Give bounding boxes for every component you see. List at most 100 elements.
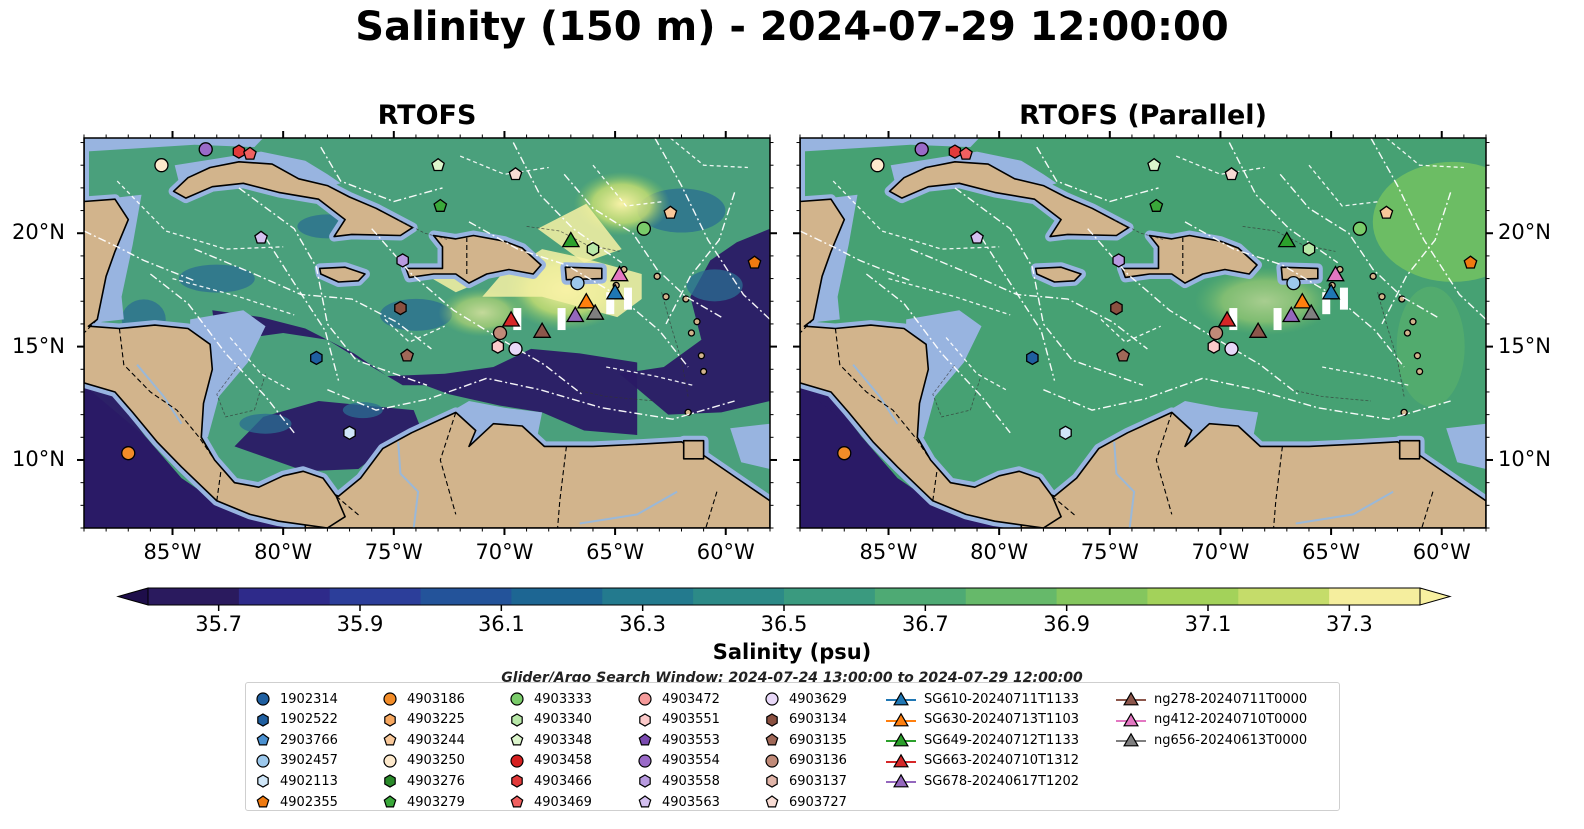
legend-item: SG678-20240617T1202 (886, 771, 1079, 791)
legend-marker-icon (383, 754, 397, 768)
glider-marker (576, 292, 596, 309)
legend-marker-icon (886, 732, 916, 747)
eez-boundaries (800, 138, 1486, 434)
legend-marker-icon (639, 712, 651, 727)
glider-marker (1326, 265, 1345, 282)
pacific-ocean (84, 385, 306, 528)
legend-item: 4903558 (636, 771, 720, 791)
float-marker (1302, 241, 1316, 257)
legend-label: 4903333 (534, 691, 592, 707)
legend-label: 4903553 (662, 732, 720, 748)
float-marker (1026, 350, 1039, 366)
legend-item: 4903551 (636, 710, 720, 730)
glider-marker (532, 321, 552, 338)
longitude-tick-label: 75°W (364, 540, 423, 564)
legend-item: 4903458 (508, 751, 592, 771)
legend-label: 4902113 (280, 773, 338, 789)
legend-marker-icon (766, 712, 778, 727)
argo-floats (121, 142, 762, 461)
colorbar-segment (1056, 588, 1148, 605)
colorbar-segment (420, 588, 512, 605)
legend-label: 4902355 (280, 794, 338, 810)
legend-item: 4903250 (381, 751, 465, 771)
colorbar-segment (965, 588, 1058, 605)
glider-marker (1301, 303, 1321, 320)
legend-marker-icon (638, 733, 652, 746)
float-marker (310, 350, 323, 366)
colorbar-extend-low (116, 587, 149, 606)
legend-marker-icon (511, 712, 523, 727)
longitude-tick-label: 85°W (859, 540, 918, 564)
float-marker (1110, 300, 1123, 316)
legend-item: 4903563 (636, 792, 720, 812)
legend-label: SG663-20240710T1312 (924, 753, 1080, 769)
legend-label: 4903348 (534, 732, 592, 748)
latitude-tick-label: 20°N (1498, 220, 1551, 245)
float-marker (870, 158, 885, 173)
legend-item: 4903466 (508, 771, 592, 791)
legend-item: 1902522 (254, 710, 338, 730)
legend-label: 4903279 (407, 794, 465, 810)
colorbar-segment (602, 588, 694, 605)
legend-label: 3902457 (280, 753, 338, 769)
legend-label: 4903466 (534, 773, 592, 789)
legend-item: 2903766 (254, 730, 338, 750)
legend-item: 4903244 (381, 730, 465, 750)
longitude-tick-label: 80°W (254, 540, 313, 564)
depth-contours (216, 219, 689, 418)
map-frame (83, 137, 771, 529)
legend-item: 6903135 (763, 730, 847, 750)
legend-item: 4903469 (508, 792, 592, 812)
legend-label: 4903558 (662, 773, 720, 789)
float-marker (570, 275, 585, 291)
colorbar-tick-label: 37.1 (1184, 612, 1232, 636)
legend-item: SG610-20240711T1133 (886, 689, 1079, 709)
legend-item: ng412-20240710T0000 (1116, 710, 1307, 730)
float-marker (1112, 253, 1125, 268)
latitude-tick-label: 15°N (12, 333, 65, 358)
legend-item: 4903225 (381, 710, 465, 730)
legend-item: 4902355 (254, 792, 338, 812)
legend-label: 6903727 (789, 794, 847, 810)
legend-marker-icon (638, 795, 652, 808)
legend-marker-icon (886, 712, 916, 726)
glider-marker (501, 310, 521, 327)
legend-marker-icon (256, 733, 270, 746)
legend-item: 4903554 (636, 751, 720, 771)
legend-item: 6903727 (763, 792, 847, 812)
legend-label: 4903563 (662, 794, 720, 810)
float-marker (837, 446, 852, 461)
colorbar (116, 587, 1452, 611)
legend-label: 4903244 (407, 732, 465, 748)
float-marker (491, 339, 505, 354)
legend-marker-icon (510, 795, 524, 808)
float-marker (492, 325, 508, 341)
float-marker (243, 146, 257, 160)
float-marker (959, 146, 973, 160)
colorbar-tick-label: 36.5 (760, 612, 808, 636)
float-marker (1224, 341, 1239, 357)
float-marker (1224, 166, 1239, 181)
gliders (501, 231, 629, 338)
colorbar-label: Salinity (psu) (712, 640, 872, 664)
legend-marker-icon (886, 773, 916, 788)
legend-label: 4903469 (534, 794, 592, 810)
legend-label: 6903134 (789, 712, 847, 728)
float-marker (343, 425, 356, 441)
colorbar-segment (784, 588, 876, 605)
legend-marker-icon (383, 733, 397, 746)
legend: 1902314 1902522 2903766 3902457 4902113 49023… (245, 682, 1340, 811)
float-marker (1208, 325, 1224, 341)
legend-label: 6903136 (789, 753, 847, 769)
legend-marker-icon (765, 733, 779, 746)
longitude-tick-label: 70°W (1191, 540, 1250, 564)
legend-label: 4903276 (407, 773, 465, 789)
legend-marker-icon (766, 774, 778, 789)
legend-item: SG649-20240712T1133 (886, 730, 1079, 750)
rivers (852, 364, 1394, 528)
legend-item: 4903472 (636, 689, 720, 709)
colorbar-tick-label: 36.3 (619, 612, 667, 636)
colorbar-segment (148, 588, 240, 605)
legend-marker-icon (510, 733, 524, 746)
legend-label: SG649-20240712T1133 (924, 732, 1080, 748)
